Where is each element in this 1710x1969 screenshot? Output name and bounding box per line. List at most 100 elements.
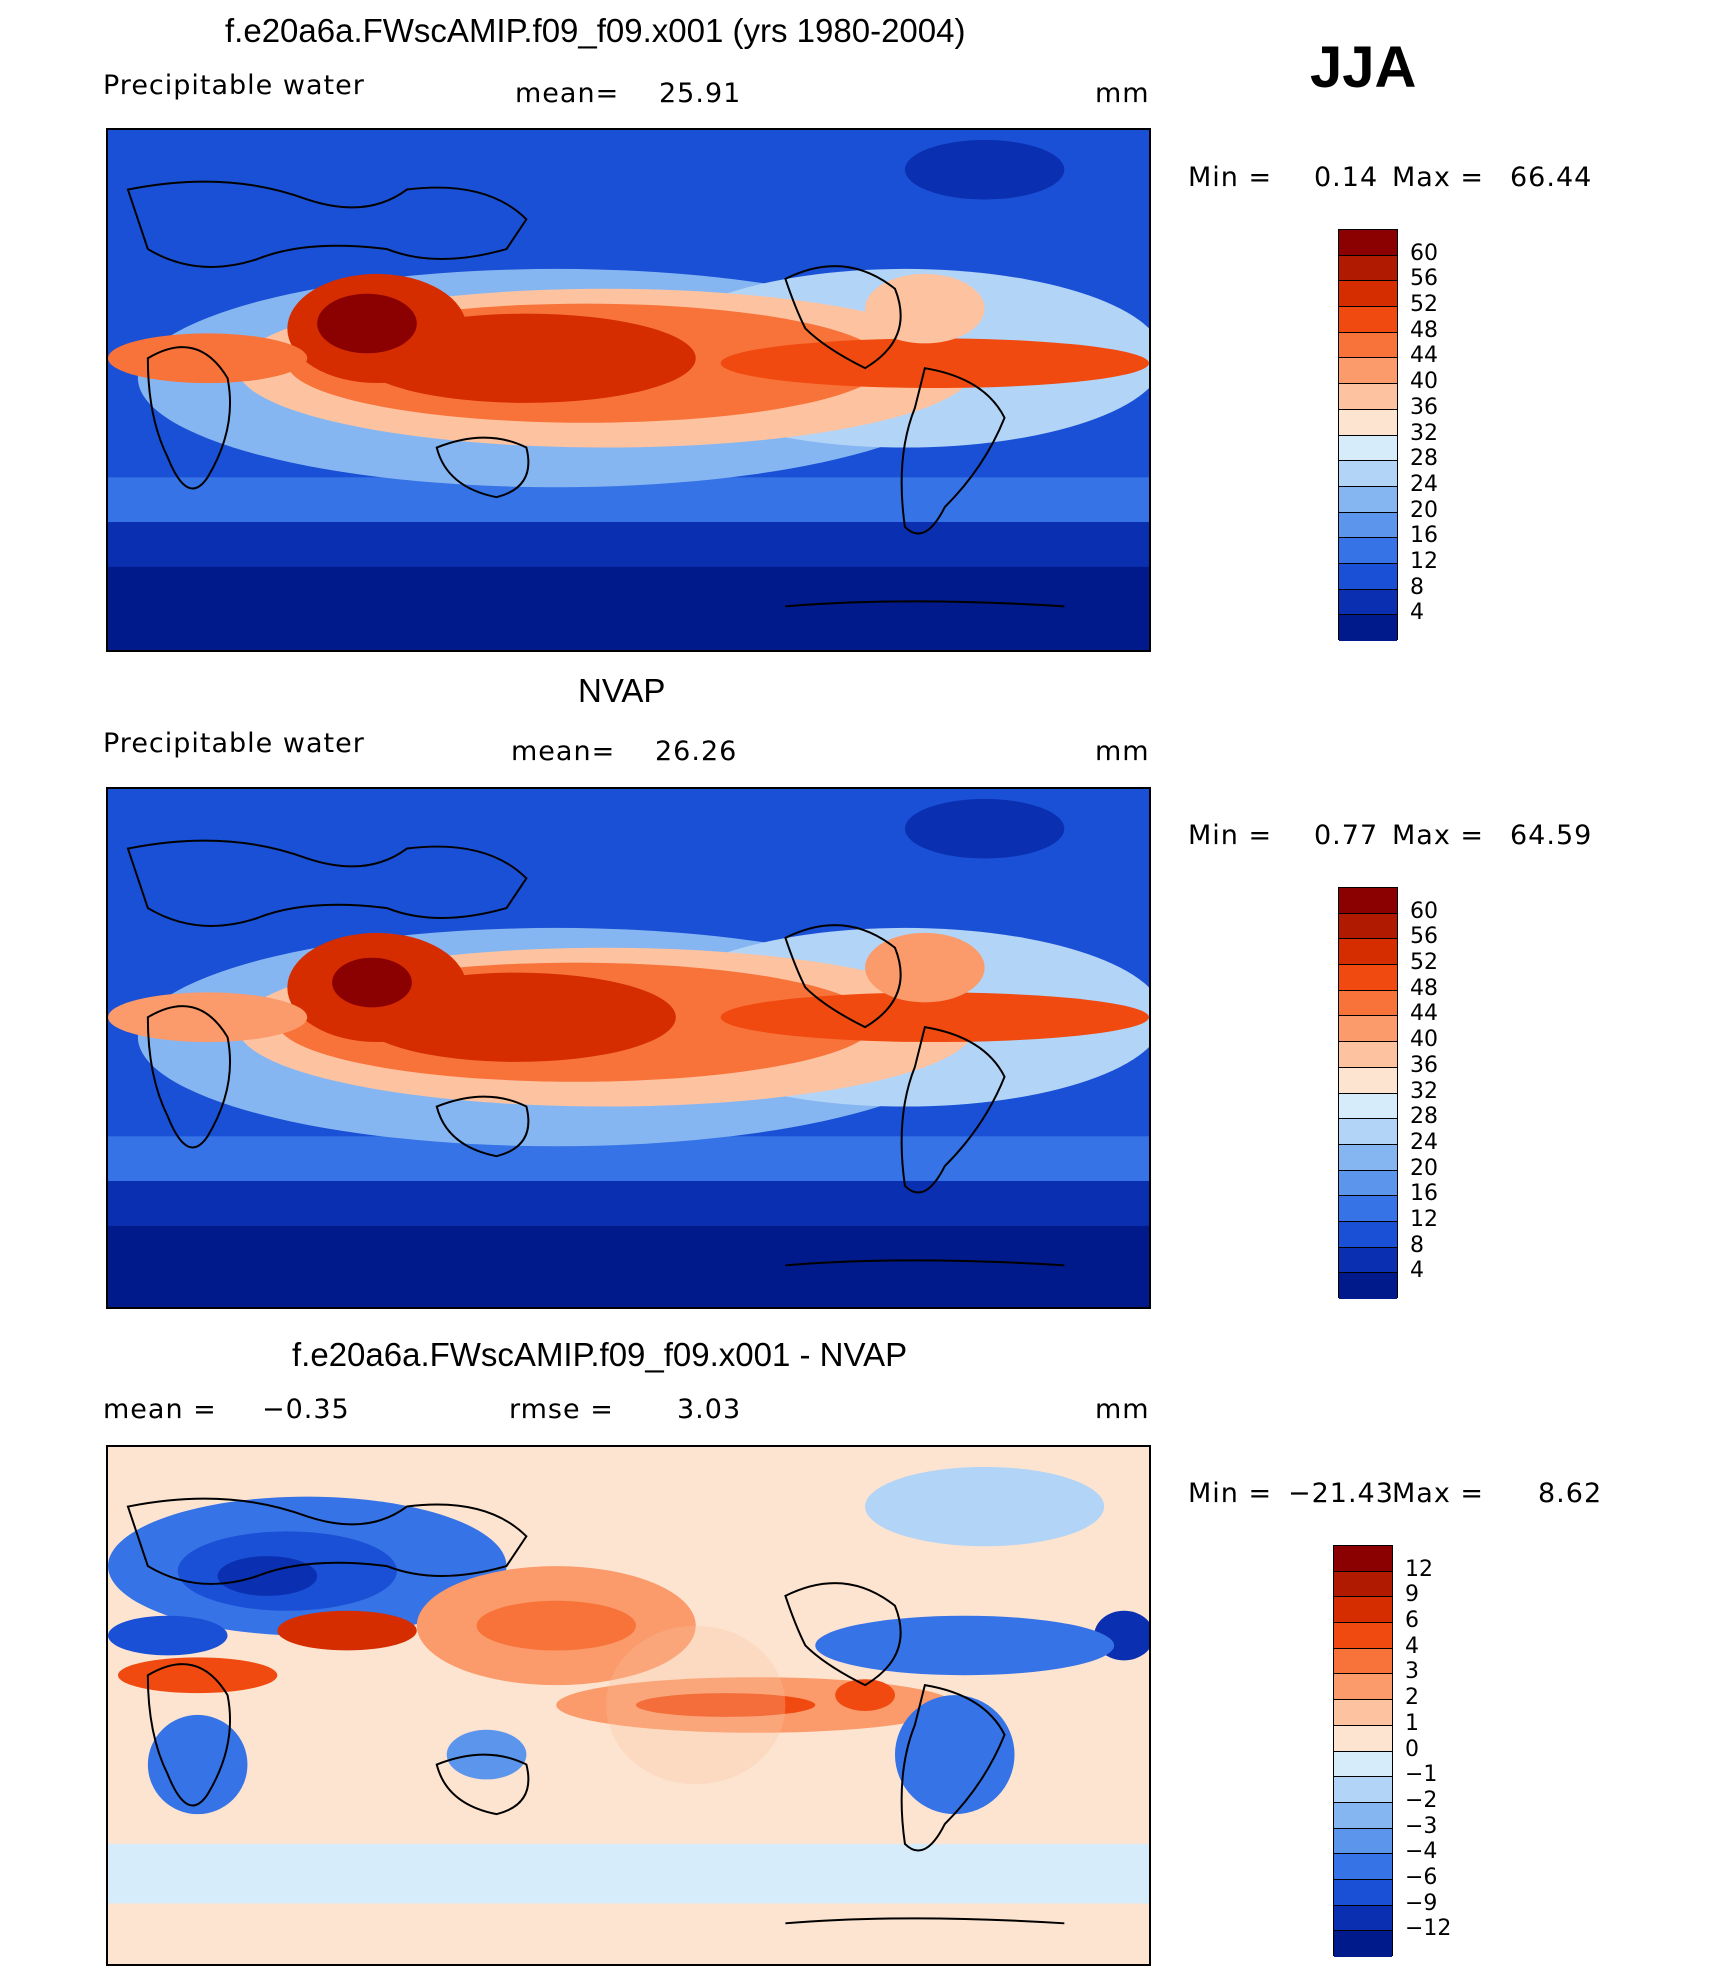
colorbar-tick-label: 8 (1410, 574, 1424, 600)
colorbar-tick-label: −2 (1405, 1787, 1438, 1813)
colorbar-tick-label: 40 (1410, 369, 1438, 395)
colorbar-swatch (1339, 461, 1397, 487)
colorbar-swatch (1339, 1119, 1397, 1145)
panel3-rmse-value: 3.03 (677, 1394, 742, 1425)
colorbar-tick-label: −6 (1405, 1864, 1438, 1890)
colorbar-swatch (1339, 332, 1397, 359)
colorbar-swatch (1339, 965, 1397, 991)
panel2-mean-label: mean= (511, 736, 616, 767)
colorbar-tick-label: 40 (1410, 1027, 1438, 1053)
colorbar-tick-label: 4 (1410, 1258, 1424, 1284)
panel1-title: f.e20a6a.FWscAMIP.f09_f09.x001 (yrs 1980… (225, 12, 966, 49)
colorbar-swatch (1334, 1674, 1392, 1701)
panel1-mean-label: mean= (515, 78, 620, 109)
colorbar-swatch (1339, 435, 1397, 462)
colorbar-swatch (1339, 589, 1397, 616)
panel1-variable-label: Precipitable water (103, 70, 365, 101)
colorbar-swatch (1339, 486, 1397, 513)
panel3-mean-value: −0.35 (262, 1394, 350, 1425)
panel1-field (108, 130, 1149, 650)
colorbar-tick-label: 1 (1405, 1710, 1419, 1736)
panel2-min-value: 0.77 (1314, 820, 1379, 851)
colorbar-tick-label: 8 (1410, 1232, 1424, 1258)
colorbar-swatch (1334, 1597, 1392, 1624)
colorbar-tick-label: 60 (1410, 898, 1438, 924)
panel1-mean-value: 25.91 (659, 78, 742, 109)
colorbar-swatch (1334, 1802, 1392, 1829)
colorbar-tick-label: 24 (1410, 1129, 1438, 1155)
colorbar-tick-label: 9 (1405, 1582, 1419, 1608)
colorbar-tick-label: 20 (1410, 497, 1438, 523)
colorbar-swatch (1339, 913, 1397, 940)
panel3-title: f.e20a6a.FWscAMIP.f09_f09.x001 - NVAP (292, 1336, 908, 1373)
colorbar-swatch (1339, 1093, 1397, 1120)
colorbar-tick-label: 12 (1410, 548, 1438, 574)
colorbar-swatch (1334, 1931, 1392, 1957)
colorbar-swatch (1339, 409, 1397, 436)
colorbar-swatch (1334, 1905, 1392, 1932)
colorbar-swatch (1334, 1828, 1392, 1855)
colorbar-tick-label: 52 (1410, 950, 1438, 976)
colorbar-swatch (1339, 230, 1397, 256)
panel3-mean-label: mean = (103, 1394, 217, 1425)
colorbar-tick-label: 3 (1405, 1659, 1419, 1685)
colorbar-tick-label: 56 (1410, 924, 1438, 950)
colorbar-swatch (1339, 538, 1397, 564)
colorbar-swatch (1339, 990, 1397, 1017)
colorbar-swatch (1334, 1623, 1392, 1649)
colorbar-swatch (1339, 1144, 1397, 1171)
panel1-max-value: 66.44 (1510, 162, 1593, 193)
colorbar-swatch (1334, 1546, 1392, 1572)
colorbar-tick-label: 28 (1410, 1104, 1438, 1130)
colorbar-swatch (1339, 384, 1397, 410)
panel3-min-label: Min = (1188, 1478, 1273, 1509)
panel2-max-label: Max = (1392, 820, 1485, 851)
colorbar-swatch (1339, 512, 1397, 539)
panel1-min-label: Min = (1188, 162, 1273, 193)
panel2-units: mm (1095, 736, 1150, 767)
panel1-units: mm (1095, 78, 1150, 109)
colorbar-tick-label: 28 (1410, 446, 1438, 472)
panel1-min-value: 0.14 (1314, 162, 1379, 193)
colorbar-tick-label: −9 (1405, 1890, 1438, 1916)
colorbar-tick-label: 32 (1410, 420, 1438, 446)
colorbar-swatch (1339, 1067, 1397, 1094)
colorbar-swatch (1339, 1170, 1397, 1197)
colorbar-swatch (1339, 1221, 1397, 1248)
panel2-title: NVAP (578, 672, 666, 709)
panel3-colorbar (1333, 1545, 1393, 1957)
colorbar-tick-label: 32 (1410, 1078, 1438, 1104)
panel3-min-value: −21.43 (1288, 1478, 1394, 1509)
colorbar-tick-label: 0 (1405, 1736, 1419, 1762)
colorbar-swatch (1334, 1777, 1392, 1803)
colorbar-tick-label: 60 (1410, 240, 1438, 266)
colorbar-swatch (1339, 1042, 1397, 1068)
colorbar-swatch (1339, 1247, 1397, 1274)
colorbar-tick-label: 48 (1410, 317, 1438, 343)
season-label: JJA (1310, 35, 1417, 100)
colorbar-swatch (1339, 1273, 1397, 1299)
colorbar-swatch (1334, 1725, 1392, 1752)
panel3-units: mm (1095, 1394, 1150, 1425)
colorbar-tick-label: 48 (1410, 975, 1438, 1001)
colorbar-swatch (1339, 888, 1397, 914)
colorbar-tick-label: −4 (1405, 1839, 1438, 1865)
colorbar-swatch (1339, 615, 1397, 641)
colorbar-tick-label: 4 (1410, 600, 1424, 626)
colorbar-tick-label: 6 (1405, 1608, 1419, 1634)
colorbar-tick-label: 36 (1410, 394, 1438, 420)
colorbar-swatch (1339, 939, 1397, 966)
colorbar-tick-label: −3 (1405, 1813, 1438, 1839)
colorbar-swatch (1339, 307, 1397, 333)
panel3-map (106, 1445, 1151, 1966)
colorbar-swatch (1339, 1196, 1397, 1222)
colorbar-swatch (1334, 1648, 1392, 1675)
colorbar-tick-label: 4 (1405, 1633, 1419, 1659)
colorbar-swatch (1339, 255, 1397, 282)
panel1-max-label: Max = (1392, 162, 1485, 193)
panel3-field (108, 1447, 1149, 1964)
panel1-colorbar (1338, 229, 1398, 641)
colorbar-tick-label: −12 (1405, 1916, 1452, 1942)
colorbar-tick-label: 24 (1410, 471, 1438, 497)
colorbar-tick-label: 52 (1410, 292, 1438, 318)
